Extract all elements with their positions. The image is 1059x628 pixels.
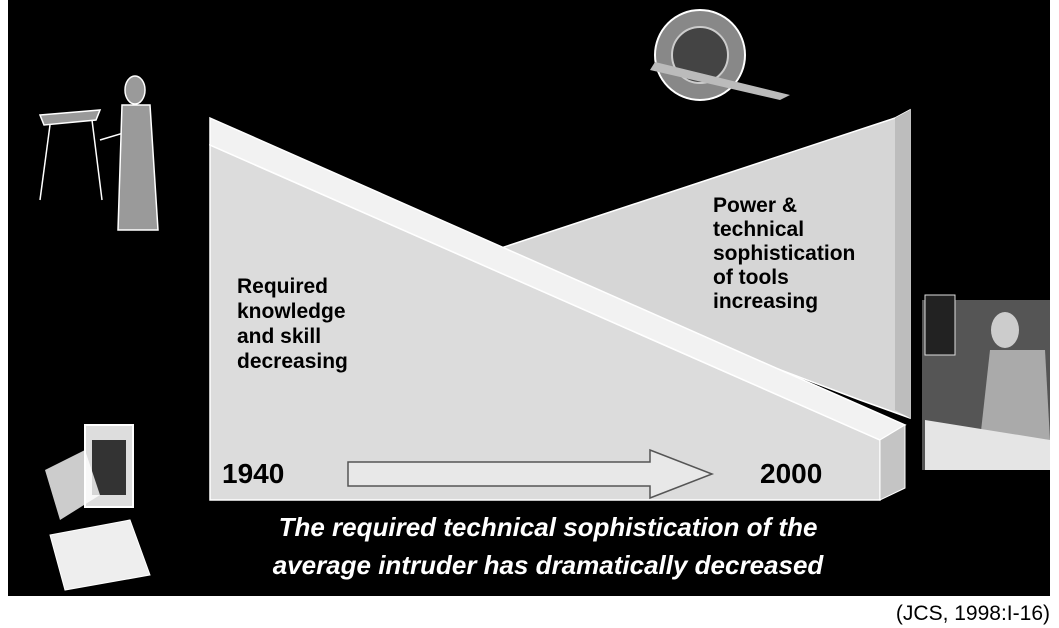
text-line: of tools: [713, 266, 789, 289]
operator-illustration: [922, 294, 1050, 470]
timeline-arrow: [347, 448, 715, 500]
keypad-illustration: [45, 424, 151, 591]
text-line: and skill: [237, 325, 321, 348]
start-year: 1940: [222, 458, 284, 489]
end-year: 2000: [760, 458, 822, 489]
source: (JCS, 1998:I-16): [896, 602, 1050, 625]
text-line: Power &: [713, 194, 797, 217]
caption: The required technical sophistication of…: [273, 512, 825, 580]
text-line: increasing: [713, 290, 818, 313]
satellite-illustration: [650, 9, 790, 101]
text-line: average intruder has dramatically decrea…: [273, 550, 825, 580]
text-line: sophistication: [713, 242, 855, 265]
text-line: knowledge: [237, 300, 346, 323]
text-line: Required: [237, 275, 328, 298]
right-wedge-side: [895, 110, 910, 418]
text-line: The required technical sophistication of…: [279, 512, 818, 542]
text-line: technical: [713, 218, 804, 241]
text-line: decreasing: [237, 350, 348, 373]
slab-side: [879, 424, 906, 501]
teacher-illustration: [38, 75, 159, 231]
